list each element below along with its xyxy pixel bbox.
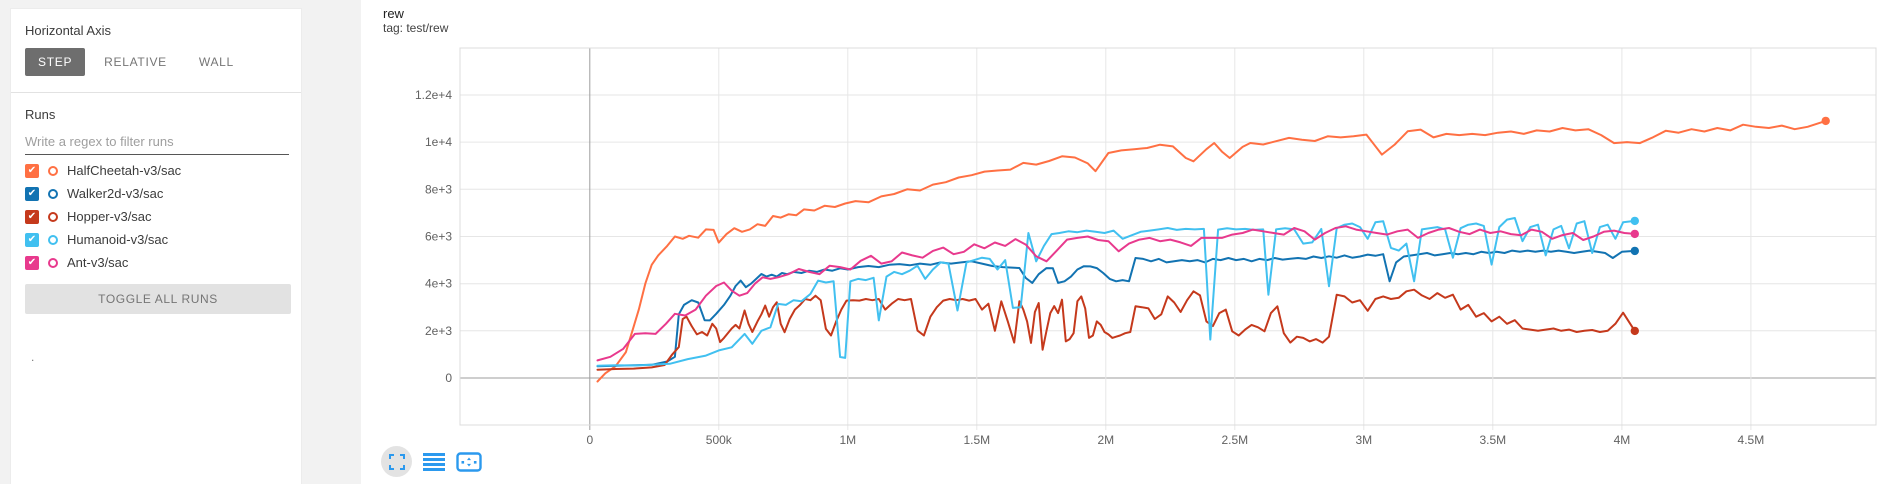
run-color-circle[interactable] [48, 188, 58, 199]
toggle-all-runs-button[interactable]: TOGGLE ALL RUNS [25, 284, 291, 314]
svg-text:500k: 500k [706, 433, 733, 447]
run-checkbox[interactable]: ✔ [25, 232, 39, 247]
svg-text:8e+3: 8e+3 [425, 182, 452, 196]
horizontal-axis-section: Horizontal Axis STEP RELATIVE WALL [11, 9, 301, 90]
expand-icon [388, 453, 405, 470]
run-list-item: ✔ Ant-v3/sac [25, 251, 287, 274]
run-checkbox[interactable]: ✔ [25, 163, 39, 178]
runs-section: Runs ✔ HalfCheetah-v3/sac ✔ Walker2d-v3/sac… [11, 93, 301, 364]
sidebar-divider [11, 92, 301, 93]
svg-text:1e+4: 1e+4 [425, 135, 452, 149]
run-list: ✔ HalfCheetah-v3/sac ✔ Walker2d-v3/sac ✔ Hopp… [25, 159, 287, 274]
horizontal-axis-button-group: STEP RELATIVE WALL [25, 48, 287, 90]
svg-text:6e+3: 6e+3 [425, 230, 452, 244]
scalar-chart-card: rew tag: test/rew 0 500k 1M 1.5M 2M 2.5M 3M 3.5… [361, 0, 1891, 484]
chart-toolbar [381, 446, 482, 477]
run-checkbox[interactable]: ✔ [25, 209, 39, 224]
axis-step-button[interactable]: STEP [25, 48, 86, 76]
axis-wall-button[interactable]: WALL [186, 48, 247, 76]
svg-text:2e+3: 2e+3 [425, 324, 452, 338]
svg-text:0: 0 [445, 371, 452, 385]
axis-relative-button[interactable]: RELATIVE [91, 48, 180, 76]
svg-text:0: 0 [586, 433, 593, 447]
svg-text:3M: 3M [1355, 433, 1372, 447]
svg-text:4e+3: 4e+3 [425, 277, 452, 291]
chart-title: rew [383, 6, 404, 21]
svg-text:1.5M: 1.5M [963, 433, 990, 447]
runs-title: Runs [25, 107, 56, 122]
scalar-line-chart[interactable]: 0 500k 1M 1.5M 2M 2.5M 3M 3.5M 4M 4.5M 0 2e+3 4e+3 6e… [361, 0, 1891, 484]
run-color-circle[interactable] [48, 165, 58, 176]
runs-selector-icon [423, 452, 445, 471]
runs-filter-input[interactable] [25, 132, 289, 155]
run-label: Ant-v3/sac [67, 255, 129, 270]
run-label: HalfCheetah-v3/sac [67, 163, 182, 178]
run-checkbox[interactable]: ✔ [25, 255, 39, 270]
run-color-circle[interactable] [48, 257, 58, 268]
chart-tag-subtitle: tag: test/rew [383, 21, 449, 35]
fit-domain-icon [456, 451, 482, 472]
run-label: Walker2d-v3/sac [67, 186, 164, 201]
svg-text:3.5M: 3.5M [1479, 433, 1506, 447]
fit-domain-button[interactable] [456, 451, 482, 472]
run-list-item: ✔ HalfCheetah-v3/sac [25, 159, 287, 182]
run-label: Humanoid-v3/sac [67, 232, 169, 247]
svg-text:2M: 2M [1097, 433, 1114, 447]
svg-text:2.5M: 2.5M [1221, 433, 1248, 447]
run-list-item: ✔ Hopper-v3/sac [25, 205, 287, 228]
run-color-circle[interactable] [48, 234, 58, 245]
run-list-item: ✔ Walker2d-v3/sac [25, 182, 287, 205]
sidebar-footnote: . [31, 350, 35, 364]
svg-text:4.5M: 4.5M [1738, 433, 1765, 447]
run-color-circle[interactable] [48, 211, 58, 222]
expand-chart-button[interactable] [381, 446, 412, 477]
runs-selector-button[interactable] [423, 452, 445, 471]
run-label: Hopper-v3/sac [67, 209, 152, 224]
run-checkbox[interactable]: ✔ [25, 186, 39, 201]
chart-header: rew tag: test/rew [383, 6, 448, 35]
svg-text:4M: 4M [1614, 433, 1631, 447]
svg-text:1.2e+4: 1.2e+4 [415, 88, 452, 102]
svg-text:1M: 1M [839, 433, 856, 447]
settings-sidebar: Horizontal Axis STEP RELATIVE WALL Runs … [10, 8, 302, 484]
run-list-item: ✔ Humanoid-v3/sac [25, 228, 287, 251]
horizontal-axis-title: Horizontal Axis [25, 23, 111, 38]
